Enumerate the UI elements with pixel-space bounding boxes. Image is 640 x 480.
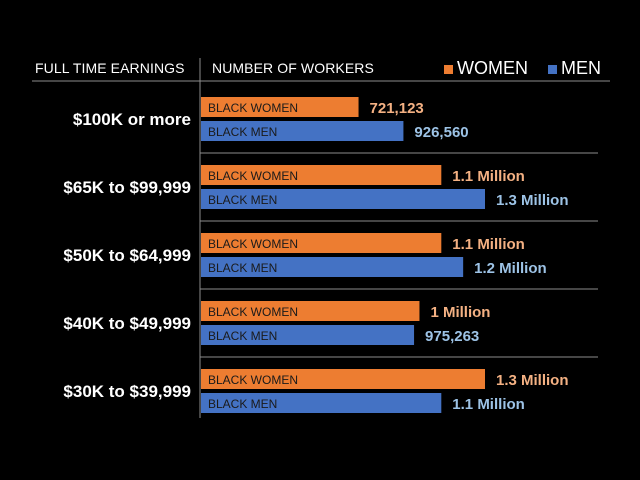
bar-name-women-50k-64k: BLACK WOMEN xyxy=(208,237,298,251)
legend-item-women: WOMEN xyxy=(444,58,528,79)
bar-name-men-50k-64k: BLACK MEN xyxy=(208,261,277,275)
bar-name-women-65k-99k: BLACK WOMEN xyxy=(208,169,298,183)
data-label-women-40k-49k: 1 Million xyxy=(430,304,490,321)
bar-name-men-30k-39k: BLACK MEN xyxy=(208,397,277,411)
bar-women-30k-39k xyxy=(201,369,485,389)
bar-name-men-100k-plus: BLACK MEN xyxy=(208,125,277,139)
bar-women-40k-49k xyxy=(201,301,420,321)
bar-men-40k-49k xyxy=(201,325,415,345)
data-label-men-65k-99k: 1.3 Million xyxy=(496,192,569,209)
bar-men-30k-39k xyxy=(201,393,442,413)
bar-men-100k-plus xyxy=(201,121,404,141)
data-label-men-50k-64k: 1.2 Million xyxy=(474,260,547,277)
bar-women-65k-99k xyxy=(201,165,442,185)
category-label-65k-99k: $65K to $99,999 xyxy=(63,178,191,197)
legend-swatch-women xyxy=(444,65,453,74)
header-full-time-earnings: FULL TIME EARNINGS xyxy=(35,60,185,76)
legend-label-men: MEN xyxy=(561,58,601,78)
bar-men-65k-99k xyxy=(201,189,485,209)
category-label-30k-39k: $30K to $39,999 xyxy=(63,382,191,401)
category-label-100k-plus: $100K or more xyxy=(73,110,191,129)
category-label-50k-64k: $50K to $64,999 xyxy=(63,246,191,265)
header-number-of-workers: NUMBER OF WORKERS xyxy=(212,60,374,76)
bar-name-women-40k-49k: BLACK WOMEN xyxy=(208,305,298,319)
data-label-men-100k-plus: 926,560 xyxy=(414,124,468,141)
bar-name-women-100k-plus: BLACK WOMEN xyxy=(208,101,298,115)
legend-item-men: MEN xyxy=(548,58,601,79)
bar-name-men-40k-49k: BLACK MEN xyxy=(208,329,277,343)
bar-name-men-65k-99k: BLACK MEN xyxy=(208,193,277,207)
data-label-women-65k-99k: 1.1 Million xyxy=(452,168,525,185)
bar-name-women-30k-39k: BLACK WOMEN xyxy=(208,373,298,387)
data-label-women-30k-39k: 1.3 Million xyxy=(496,372,569,389)
bar-women-100k-plus xyxy=(201,97,359,117)
bar-women-50k-64k xyxy=(201,233,442,253)
data-label-women-50k-64k: 1.1 Million xyxy=(452,236,525,253)
data-label-women-100k-plus: 721,123 xyxy=(370,100,424,117)
category-label-40k-49k: $40K to $49,999 xyxy=(63,314,191,333)
legend-label-women: WOMEN xyxy=(457,58,528,78)
legend-swatch-men xyxy=(548,65,557,74)
bar-men-50k-64k xyxy=(201,257,464,277)
data-label-men-40k-49k: 975,263 xyxy=(425,328,479,345)
data-label-men-30k-39k: 1.1 Million xyxy=(452,396,525,413)
